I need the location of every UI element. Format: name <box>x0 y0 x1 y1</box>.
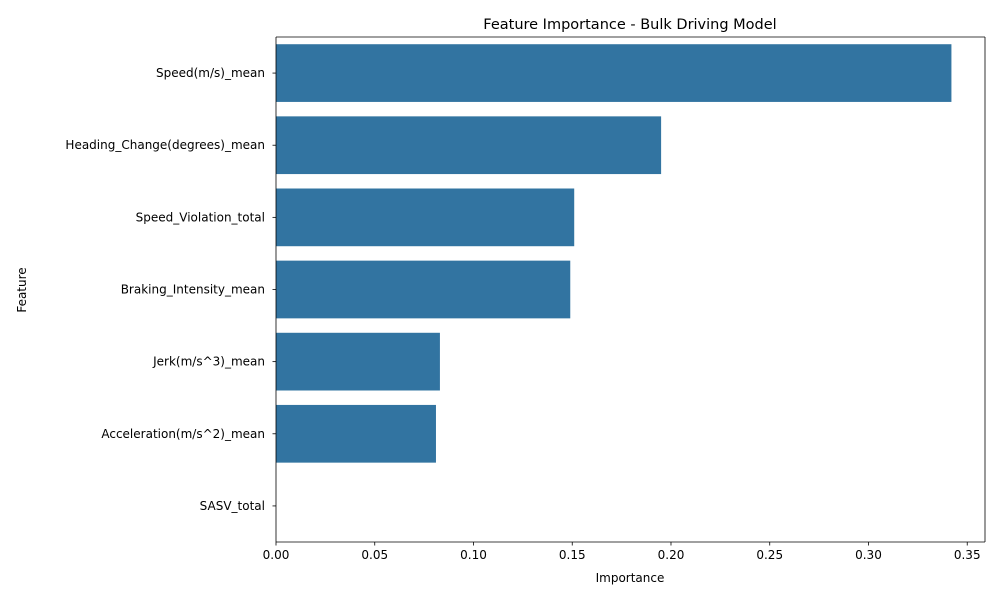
x-tick-label: 0.25 <box>756 548 783 562</box>
axes-layer: Speed(m/s)_mean Heading_Change(degrees)_m… <box>65 36 986 562</box>
x-tick-label: 0.30 <box>855 548 882 562</box>
bar-braking-intensity-mean <box>276 260 571 319</box>
x-tick-label: 0.10 <box>460 548 487 562</box>
y-tick-label: Heading_Change(degrees)_mean <box>65 138 265 152</box>
x-tick-label: 0.15 <box>559 548 586 562</box>
x-axis-label: Importance <box>596 571 665 585</box>
x-tick-label: 0.35 <box>954 548 981 562</box>
y-tick-label: Speed(m/s)_mean <box>156 66 265 80</box>
x-tick-label: 0.05 <box>361 548 388 562</box>
y-tick-label: SASV_total <box>200 499 265 513</box>
bar-speed-m-s-mean <box>276 44 952 102</box>
y-axis-label: Feature <box>15 267 29 312</box>
bars-layer <box>276 44 952 463</box>
bar-acceleration-m-s-2-mean <box>276 404 436 463</box>
x-tick-label: 0.00 <box>263 548 290 562</box>
bar-speed-violation-total <box>276 188 575 247</box>
bar-jerk-m-s-3-mean <box>276 332 440 391</box>
x-tick-label: 0.20 <box>658 548 685 562</box>
chart-title: Feature Importance - Bulk Driving Model <box>483 17 776 33</box>
y-tick-label: Braking_Intensity_mean <box>121 283 265 297</box>
y-tick-label: Speed_Violation_total <box>136 210 265 224</box>
bar-heading-change-degrees-mean <box>276 116 662 175</box>
y-tick-label: Jerk(m/s^3)_mean <box>152 355 265 369</box>
y-tick-label: Acceleration(m/s^2)_mean <box>101 427 265 441</box>
